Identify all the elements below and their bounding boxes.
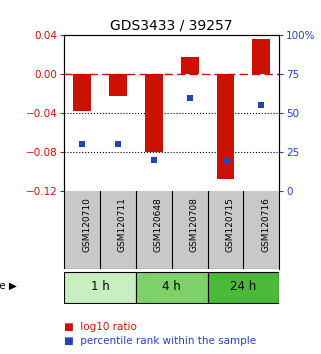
Bar: [109, 74, 127, 96]
Bar: [136, 272, 208, 303]
Text: GSM120648: GSM120648: [154, 198, 163, 252]
Text: GSM120708: GSM120708: [190, 198, 199, 252]
Text: GSM120710: GSM120710: [82, 198, 91, 252]
Bar: [217, 74, 234, 179]
Text: 4 h: 4 h: [162, 280, 181, 292]
Bar: [252, 39, 270, 74]
Bar: [208, 272, 279, 303]
Title: GDS3433 / 39257: GDS3433 / 39257: [110, 19, 233, 33]
Text: time ▶: time ▶: [0, 281, 17, 291]
Bar: [145, 74, 163, 152]
Text: 24 h: 24 h: [230, 280, 256, 292]
Text: GSM120716: GSM120716: [261, 198, 270, 252]
Text: GSM120715: GSM120715: [225, 198, 235, 252]
Text: 1 h: 1 h: [91, 280, 109, 292]
Text: GSM120711: GSM120711: [118, 198, 127, 252]
Bar: [64, 272, 136, 303]
Bar: [181, 57, 199, 74]
Text: ■  percentile rank within the sample: ■ percentile rank within the sample: [64, 336, 256, 346]
Bar: [73, 74, 91, 111]
Text: ■  log10 ratio: ■ log10 ratio: [64, 322, 137, 332]
